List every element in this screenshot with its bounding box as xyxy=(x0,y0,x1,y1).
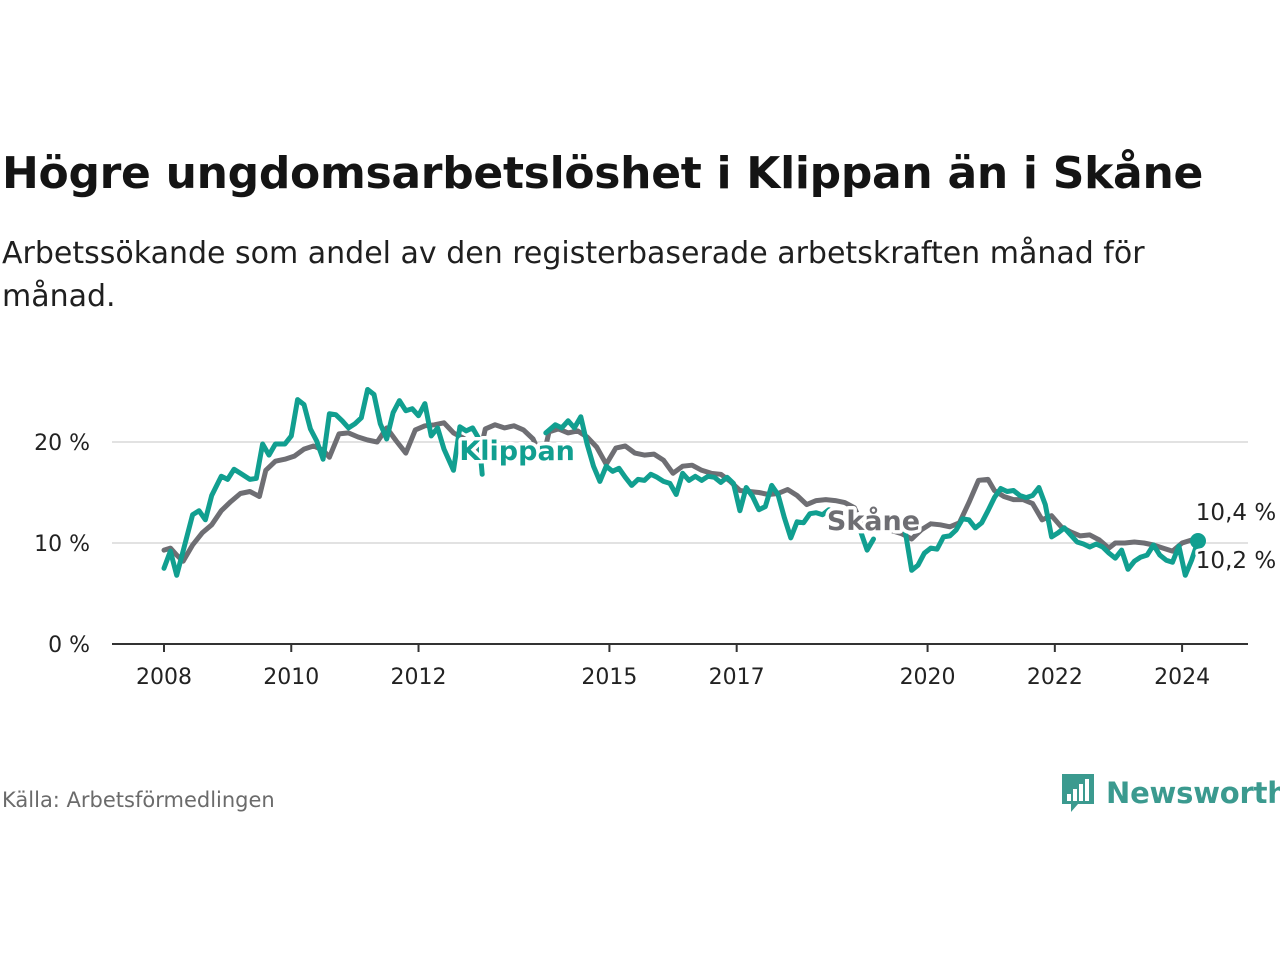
x-tick-label: 2010 xyxy=(263,665,319,690)
chart-labels: Skåne Klippan 10,4 % 10,2 % xyxy=(456,433,1279,577)
y-tick-label: 10 % xyxy=(34,532,90,557)
source-note: Källa: Arbetsförmedlingen xyxy=(2,788,275,812)
series-line-klippan xyxy=(161,387,1201,578)
chart-title: Högre ungdomsarbetslöshet i Klippan än i… xyxy=(2,148,1204,199)
x-tick-label: 2012 xyxy=(391,665,447,690)
gridlines xyxy=(112,441,1248,544)
end-point-marker xyxy=(1190,532,1206,549)
line-chart: 0 % 10 % 20 % 2008 2010 2012 2015 2017 2020 2022 2… xyxy=(34,387,1279,690)
series-line-skne xyxy=(161,420,1201,564)
x-axis: 0 % 10 % 20 % 2008 2010 2012 2015 2017 2020 2022 2… xyxy=(34,431,1248,690)
x-tick-label: 2020 xyxy=(900,665,956,690)
x-tick-label: 2015 xyxy=(581,665,637,690)
newsworthy-brand: Newsworthy xyxy=(1058,770,1280,816)
brand-name: Newsworthy xyxy=(1106,776,1280,810)
y-tick-label: 0 % xyxy=(48,633,90,658)
end-value-label: 10,2 % xyxy=(1196,548,1276,574)
x-tick-label: 2024 xyxy=(1154,665,1210,690)
series-label-skne: Skåne xyxy=(827,505,920,537)
end-value-label: 10,4 % xyxy=(1196,500,1276,526)
x-tick-label: 2017 xyxy=(709,665,765,690)
x-tick-label: 2022 xyxy=(1027,665,1083,690)
series-label-klippan: Klippan xyxy=(459,436,575,467)
newsworthy-logo-icon xyxy=(1062,774,1094,812)
y-tick-label: 20 % xyxy=(34,431,90,456)
series-lines xyxy=(161,387,1201,578)
x-tick-label: 2008 xyxy=(136,665,192,690)
chart-subtitle: Arbetssökande som andel av den registerb… xyxy=(2,236,1145,314)
